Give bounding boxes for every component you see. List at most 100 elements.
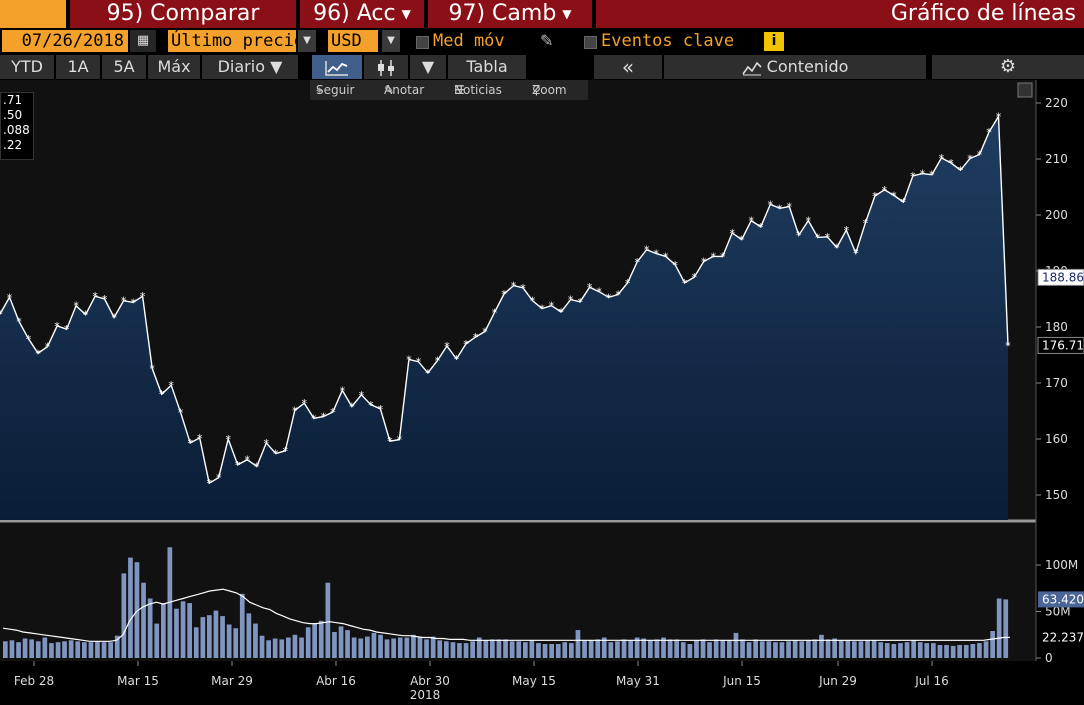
price-point[interactable]: * [64,323,70,336]
calendar-icon[interactable]: ▦ [130,30,156,52]
line-chart-icon[interactable] [312,55,362,79]
price-point[interactable]: * [111,311,117,324]
price-point[interactable]: * [321,411,327,424]
price-point[interactable]: * [825,231,831,244]
price-point[interactable]: * [920,168,926,181]
price-point[interactable]: * [691,271,697,284]
price-point[interactable]: * [378,403,384,416]
price-point[interactable]: * [406,353,412,366]
price-point[interactable]: * [130,296,136,309]
settings-gear-icon[interactable]: ⚙ [932,55,1084,79]
price-point[interactable]: * [653,248,659,261]
price-point[interactable]: * [26,333,32,346]
price-point[interactable]: * [463,338,469,351]
price-point[interactable]: * [102,293,108,306]
price-point[interactable]: * [492,306,498,319]
pencil-icon[interactable]: ✎ [540,31,554,50]
price-point[interactable]: * [264,437,270,450]
price-point[interactable]: * [0,308,3,321]
price-point[interactable]: * [710,250,716,263]
price-point[interactable]: * [216,472,222,485]
price-point[interactable]: * [244,454,250,467]
price-point[interactable]: * [235,459,241,472]
price-point[interactable]: * [701,255,707,268]
price-point[interactable]: * [511,280,517,293]
currency-select[interactable]: USD [328,30,378,52]
price-point[interactable]: * [958,164,964,177]
price-point[interactable]: * [625,277,631,290]
price-point[interactable]: * [977,149,983,162]
collapse-icon[interactable]: « [594,55,662,79]
price-point[interactable]: * [663,250,669,263]
price-point[interactable]: * [777,202,783,215]
price-point[interactable]: * [168,379,174,392]
price-point[interactable]: * [16,315,22,328]
price-point[interactable]: * [682,277,688,290]
price-point[interactable]: * [359,389,365,402]
price-point[interactable]: * [254,460,260,473]
price-point[interactable]: * [349,401,355,414]
price-point[interactable]: * [140,290,146,303]
price-point[interactable]: * [948,157,954,170]
chart-type-dropdown[interactable]: ▼ [410,55,446,79]
price-point[interactable]: * [473,331,479,344]
range-ytd-button[interactable]: YTD [0,55,54,79]
price-point[interactable]: * [530,295,536,308]
price-point[interactable]: * [149,362,155,375]
price-point[interactable]: * [748,215,754,228]
moving-average-checkbox[interactable] [416,36,429,49]
price-point[interactable]: * [967,152,973,165]
price-point[interactable]: * [986,126,992,139]
price-point[interactable]: * [54,320,60,333]
price-point[interactable]: * [206,477,212,490]
price-point[interactable]: * [729,227,735,240]
period-select[interactable]: Diario ▼ [202,55,298,79]
price-point[interactable]: * [806,215,812,228]
key-events-checkbox[interactable] [584,36,597,49]
price-point[interactable]: * [596,286,602,299]
price-point[interactable]: * [549,300,555,313]
price-point[interactable]: * [159,388,165,401]
range-max-button[interactable]: Máx [148,55,200,79]
price-point[interactable]: * [787,201,793,214]
price-point[interactable]: * [739,234,745,247]
price-point[interactable]: * [340,384,346,397]
price-point[interactable]: * [178,407,184,420]
price-point[interactable]: * [501,288,507,301]
price-point[interactable]: * [197,432,203,445]
price-point[interactable]: * [83,309,89,322]
content-button[interactable]: Contenido [664,55,926,79]
price-point[interactable]: * [901,196,907,209]
price-point[interactable]: * [416,356,422,369]
price-point[interactable]: * [853,247,859,260]
price-point[interactable]: * [397,434,403,447]
price-point[interactable]: * [758,221,764,234]
price-point[interactable]: * [520,282,526,295]
price-point[interactable]: * [302,397,308,410]
price-point[interactable]: * [1005,339,1011,352]
info-icon[interactable]: i [764,32,784,51]
price-point[interactable]: * [634,256,640,269]
range-1y-button[interactable]: 1A [56,55,100,79]
price-point[interactable]: * [292,404,298,417]
table-button[interactable]: Tabla [448,55,526,79]
price-point[interactable]: * [872,190,878,203]
actions-button[interactable]: 96) Acc ▼ [300,0,424,28]
price-point[interactable]: * [796,229,802,242]
scroll-handle-icon[interactable] [1017,82,1033,98]
field-select[interactable]: Último precio [168,30,296,52]
price-point[interactable]: * [720,250,726,263]
compare-button[interactable]: 95) Comparar [70,0,296,28]
range-5y-button[interactable]: 5A [102,55,146,79]
price-point[interactable]: * [587,281,593,294]
price-point[interactable]: * [996,110,1002,123]
price-point[interactable]: * [834,241,840,254]
price-point[interactable]: * [882,184,888,197]
price-point[interactable]: * [558,306,564,319]
price-point[interactable]: * [73,300,79,313]
price-point[interactable]: * [606,291,612,304]
price-point[interactable]: * [225,433,231,446]
price-point[interactable]: * [863,217,869,230]
price-point[interactable]: * [425,367,431,380]
price-point[interactable]: * [273,448,279,461]
